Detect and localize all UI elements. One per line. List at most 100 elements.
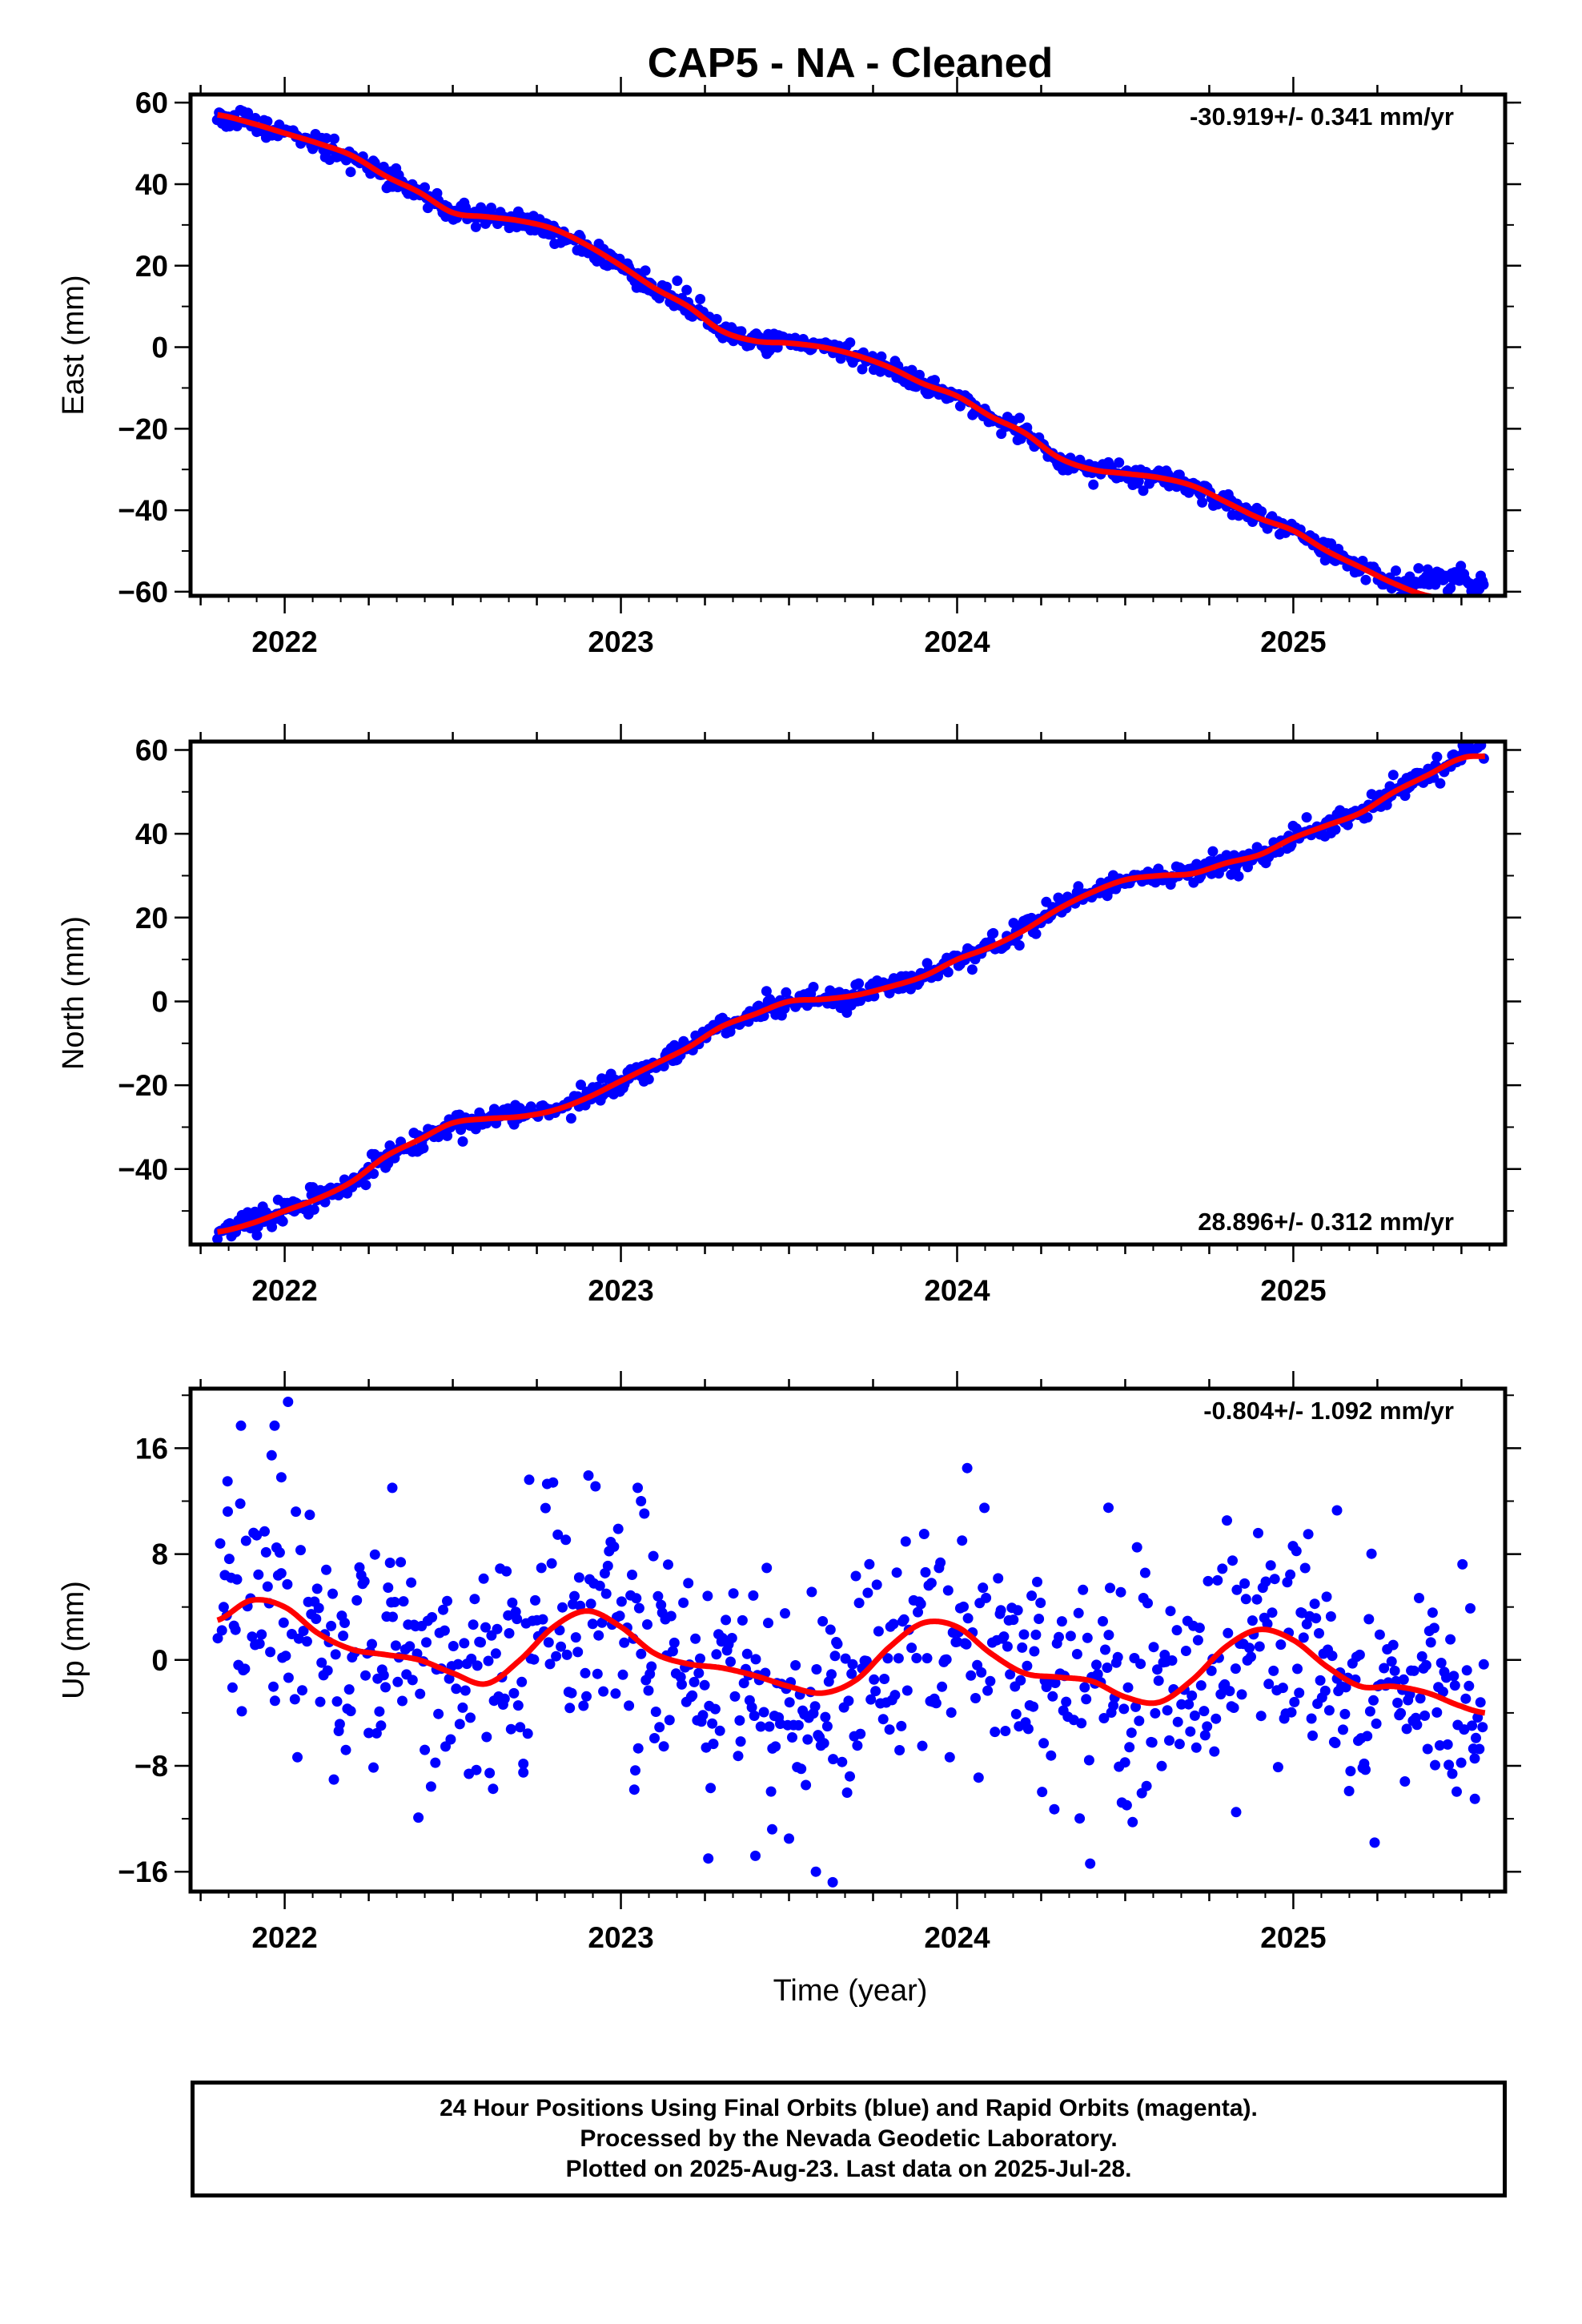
data-point (430, 1757, 441, 1768)
data-point (427, 1612, 438, 1622)
data-point (1073, 1607, 1084, 1618)
data-point (460, 1685, 471, 1696)
data-point (1360, 574, 1371, 585)
data-point (1164, 1735, 1174, 1746)
data-point (1103, 1630, 1114, 1641)
data-point (714, 1725, 725, 1736)
data-point (212, 1633, 223, 1644)
data-point (672, 275, 683, 287)
data-point (784, 1833, 794, 1844)
data-point (1202, 1721, 1213, 1732)
data-point (1345, 1766, 1356, 1777)
data-point (313, 1602, 324, 1614)
data-point (1217, 1563, 1228, 1574)
data-point (442, 1130, 453, 1141)
data-point (421, 1637, 432, 1648)
data-point (1294, 1687, 1305, 1699)
data-point (351, 1594, 363, 1606)
data-point (920, 1566, 931, 1578)
footer-line-3: Plotted on 2025-Aug-23. Last data on 202… (565, 2156, 1132, 2182)
data-point (598, 1686, 609, 1697)
data-point (345, 167, 356, 178)
north-rate-label: 28.896+/- 0.312 mm/yr (1198, 1208, 1454, 1236)
data-point (1029, 1646, 1040, 1657)
data-point (827, 1876, 838, 1888)
data-point (1289, 1696, 1300, 1707)
data-point (1386, 1656, 1397, 1667)
data-point (1398, 1674, 1409, 1685)
data-point (1010, 1708, 1022, 1719)
data-point (1415, 1693, 1426, 1704)
data-point (758, 1707, 769, 1718)
data-point (862, 1587, 873, 1598)
data-point (741, 1648, 753, 1659)
data-point (1071, 1649, 1082, 1659)
data-point (1456, 1757, 1467, 1768)
data-point (1026, 912, 1037, 923)
data-point (1379, 1663, 1390, 1674)
data-point (840, 1653, 851, 1664)
data-point (643, 1685, 654, 1696)
data-point (695, 1653, 705, 1664)
data-point (1326, 538, 1337, 549)
data-point (770, 1741, 781, 1752)
data-point (689, 1676, 700, 1687)
data-point (380, 1682, 391, 1693)
data-point (628, 1784, 640, 1795)
data-point (1309, 1598, 1320, 1610)
data-point (1416, 1651, 1427, 1662)
data-point (663, 1559, 673, 1570)
y-tick-label: −20 (118, 412, 168, 445)
data-point (942, 1585, 954, 1596)
data-point (280, 1651, 291, 1662)
data-point (235, 1420, 247, 1431)
data-point (810, 1866, 821, 1877)
data-point (828, 1754, 839, 1765)
data-point (1230, 1663, 1241, 1675)
data-point (648, 1550, 659, 1562)
data-point (560, 1534, 572, 1546)
data-point (1395, 1707, 1407, 1719)
data-point (548, 1477, 559, 1488)
data-point (304, 1510, 315, 1521)
data-point (1118, 1703, 1130, 1715)
y-tick-label: 8 (151, 1538, 168, 1571)
data-point (630, 1765, 640, 1776)
data-point (1222, 1515, 1232, 1526)
y-tick-label: 60 (135, 734, 168, 766)
data-point (764, 1721, 775, 1732)
data-point (1199, 1730, 1211, 1741)
y-tick-label: 20 (135, 902, 168, 935)
x-axis-label: Time (year) (773, 1974, 928, 2008)
data-point (735, 1736, 746, 1747)
data-point (958, 1601, 969, 1612)
data-point (985, 1675, 996, 1687)
data-point (1374, 1629, 1385, 1640)
data-point (729, 1691, 741, 1702)
data-point (1150, 1707, 1161, 1719)
data-point (1422, 1743, 1433, 1755)
data-point (439, 1625, 450, 1636)
data-point (360, 1180, 371, 1191)
data-point (1471, 1732, 1481, 1743)
data-point (438, 1604, 448, 1615)
data-point (962, 1613, 974, 1624)
data-point (1425, 1637, 1436, 1648)
data-point (841, 1787, 853, 1798)
data-point (898, 1614, 909, 1625)
data-point (1176, 1699, 1187, 1710)
data-point (1083, 1755, 1094, 1766)
data-point (1124, 1742, 1135, 1753)
data-point (1142, 1598, 1153, 1609)
data-point (585, 1598, 596, 1610)
y-tick-label: 0 (151, 1644, 168, 1677)
data-point (466, 1653, 477, 1664)
data-point (1315, 1675, 1326, 1686)
data-point (711, 1649, 722, 1660)
data-point (808, 982, 819, 992)
data-point (375, 1720, 387, 1731)
data-point (988, 927, 999, 939)
data-point (1338, 1724, 1348, 1735)
data-point (966, 1670, 977, 1681)
north-fit-line (216, 753, 1487, 1235)
